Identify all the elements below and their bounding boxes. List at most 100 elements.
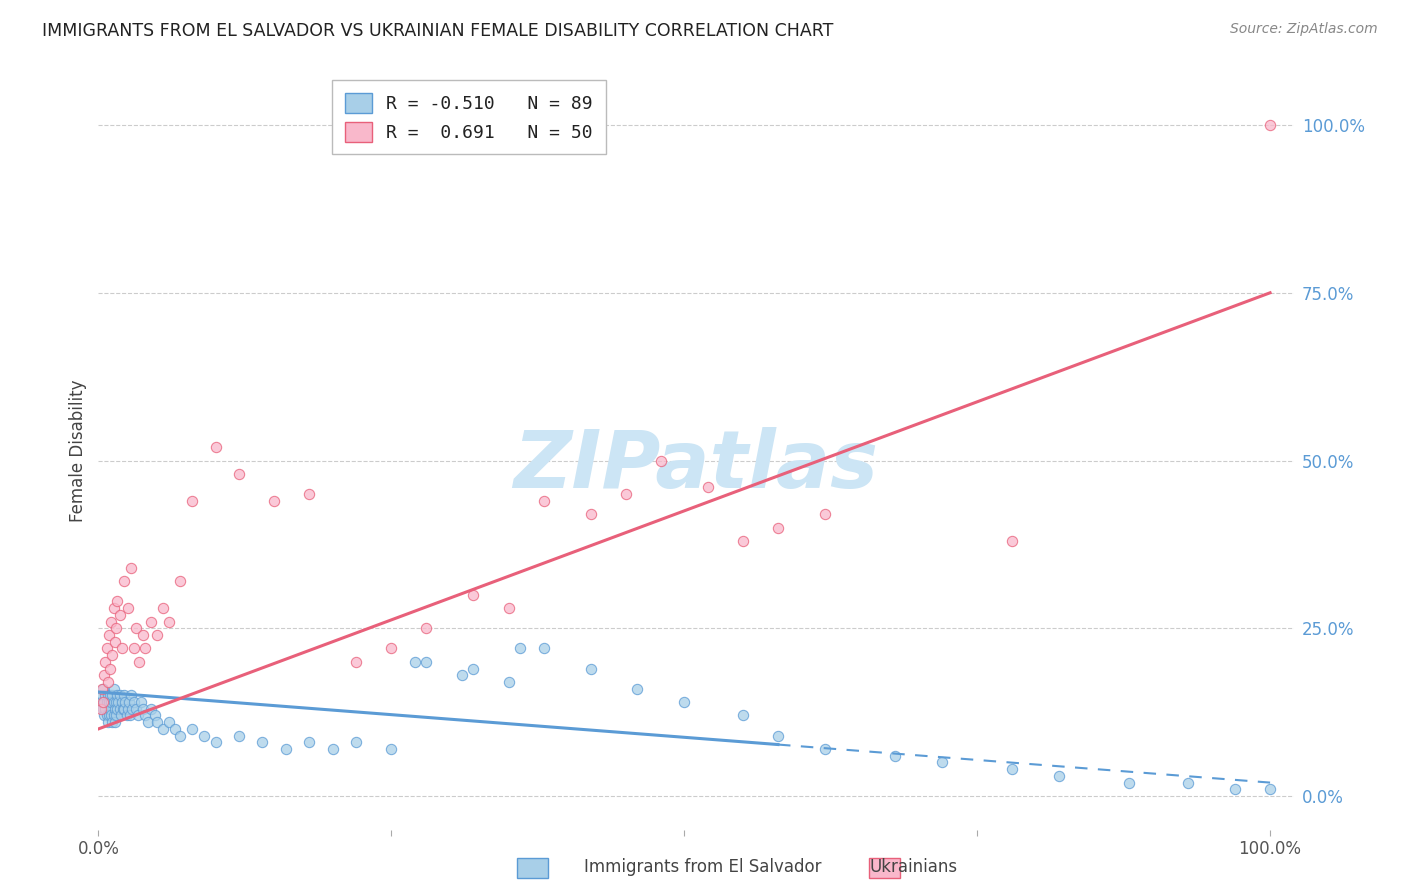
Point — [104, 702, 127, 716]
Point — [463, 588, 485, 602]
Point — [141, 702, 163, 716]
Point — [117, 702, 139, 716]
Point — [112, 689, 135, 703]
Point — [110, 708, 132, 723]
Point — [108, 689, 131, 703]
Point — [579, 507, 602, 521]
Point — [814, 742, 837, 756]
Point — [579, 661, 602, 675]
Point — [98, 689, 121, 703]
Point — [134, 641, 156, 656]
Point — [163, 722, 186, 736]
Point — [104, 634, 127, 648]
Point — [204, 440, 226, 454]
Point — [146, 715, 169, 730]
Point — [103, 601, 125, 615]
Point — [127, 708, 149, 723]
Point — [96, 695, 118, 709]
Point — [204, 735, 226, 749]
Point — [696, 480, 718, 494]
Point — [91, 702, 114, 716]
Point — [100, 695, 122, 709]
Point — [117, 601, 139, 615]
Point — [650, 453, 672, 467]
Point — [380, 641, 402, 656]
Point — [626, 681, 648, 696]
Point — [152, 601, 174, 615]
Point — [533, 641, 555, 656]
Point — [97, 689, 120, 703]
Point — [814, 507, 837, 521]
Point — [105, 621, 128, 635]
Point — [181, 493, 204, 508]
Point — [1223, 782, 1246, 797]
Point — [380, 742, 402, 756]
Point — [1258, 118, 1281, 132]
Point — [274, 742, 297, 756]
Text: ZIPatlas: ZIPatlas — [513, 426, 879, 505]
Point — [463, 661, 485, 675]
Point — [90, 681, 114, 696]
Point — [298, 735, 321, 749]
Point — [344, 655, 367, 669]
Point — [105, 594, 128, 608]
Point — [129, 695, 152, 709]
Point — [98, 661, 121, 675]
Point — [931, 756, 953, 770]
Point — [157, 615, 180, 629]
Point — [1177, 775, 1199, 789]
Point — [100, 708, 122, 723]
Point — [103, 695, 125, 709]
Point — [111, 641, 134, 656]
Point — [96, 641, 118, 656]
Point — [105, 702, 128, 716]
Point — [105, 695, 128, 709]
Text: Source: ZipAtlas.com: Source: ZipAtlas.com — [1230, 22, 1378, 37]
Point — [132, 702, 155, 716]
Point — [101, 648, 124, 662]
Point — [103, 681, 125, 696]
Point — [146, 628, 169, 642]
Point — [101, 715, 124, 730]
Point — [104, 715, 127, 730]
Point — [101, 689, 124, 703]
Legend: R = -0.510   N = 89, R =  0.691   N = 50: R = -0.510 N = 89, R = 0.691 N = 50 — [332, 80, 606, 154]
Point — [120, 689, 142, 703]
Point — [1047, 769, 1070, 783]
Point — [91, 695, 114, 709]
Point — [731, 708, 754, 723]
Point — [134, 708, 156, 723]
Point — [103, 708, 125, 723]
Point — [96, 708, 118, 723]
Point — [108, 607, 131, 622]
Point — [90, 695, 112, 709]
Point — [1001, 762, 1024, 776]
Point — [107, 695, 129, 709]
Point — [1001, 534, 1024, 549]
Point — [98, 702, 121, 716]
Point — [157, 715, 180, 730]
Text: IMMIGRANTS FROM EL SALVADOR VS UKRAINIAN FEMALE DISABILITY CORRELATION CHART: IMMIGRANTS FROM EL SALVADOR VS UKRAINIAN… — [42, 22, 834, 40]
Point — [498, 675, 520, 690]
Point — [120, 708, 141, 723]
Point — [108, 702, 131, 716]
Point — [94, 702, 117, 716]
Point — [498, 601, 520, 615]
Point — [766, 521, 789, 535]
Point — [533, 493, 555, 508]
Point — [152, 722, 174, 736]
Point — [97, 675, 120, 690]
Point — [97, 715, 120, 730]
Point — [228, 729, 250, 743]
Point — [731, 534, 754, 549]
Point — [98, 695, 121, 709]
Point — [91, 681, 114, 696]
Point — [93, 695, 115, 709]
Point — [450, 668, 472, 682]
Point — [1118, 775, 1140, 789]
Point — [120, 561, 142, 575]
Point — [136, 715, 159, 730]
Point — [90, 689, 114, 703]
Point — [105, 689, 128, 703]
Point — [228, 467, 250, 481]
